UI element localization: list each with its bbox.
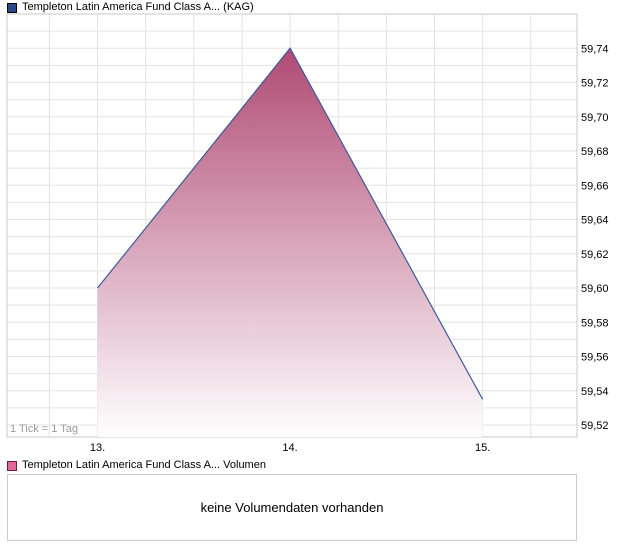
y-axis-label: 59,60 — [581, 283, 609, 295]
volume-message: keine Volumendaten vorhanden — [200, 500, 384, 515]
volume-legend-label: Templeton Latin America Fund Class A... … — [22, 459, 266, 471]
y-axis-label: 59,54 — [581, 386, 609, 398]
price-line — [97, 47, 484, 400]
y-axis-label: 59,74 — [581, 43, 609, 55]
volume-legend: Templeton Latin America Fund Class A... … — [7, 460, 266, 471]
y-axis-label: 59,68 — [581, 146, 609, 158]
price-legend-label: Templeton Latin America Fund Class A... … — [22, 1, 254, 13]
price-legend: Templeton Latin America Fund Class A... … — [7, 2, 254, 13]
tick-note: 1 Tick = 1 Tag — [10, 423, 78, 435]
x-axis-label: 14. — [282, 442, 297, 454]
y-axis-label: 59,58 — [581, 317, 609, 329]
x-axis-label: 15. — [475, 442, 490, 454]
y-axis-label: 59,52 — [581, 420, 609, 432]
volume-legend-swatch-icon — [7, 460, 17, 471]
price-legend-swatch-icon — [7, 2, 17, 13]
y-axis-label: 59,64 — [581, 215, 609, 227]
volume-panel: keine Volumendaten vorhanden — [7, 474, 577, 541]
y-axis-label: 59,70 — [581, 112, 609, 124]
y-axis-label: 59,62 — [581, 249, 609, 261]
y-axis-label: 59,72 — [581, 78, 609, 90]
y-axis-label: 59,66 — [581, 180, 609, 192]
price-area — [97, 48, 483, 438]
y-axis-label: 59,56 — [581, 352, 609, 364]
x-axis-label: 13. — [90, 442, 105, 454]
price-chart: 59,74 59,72 59,70 59,68 59,66 59,64 59,62 59,60… — [6, 13, 609, 454]
